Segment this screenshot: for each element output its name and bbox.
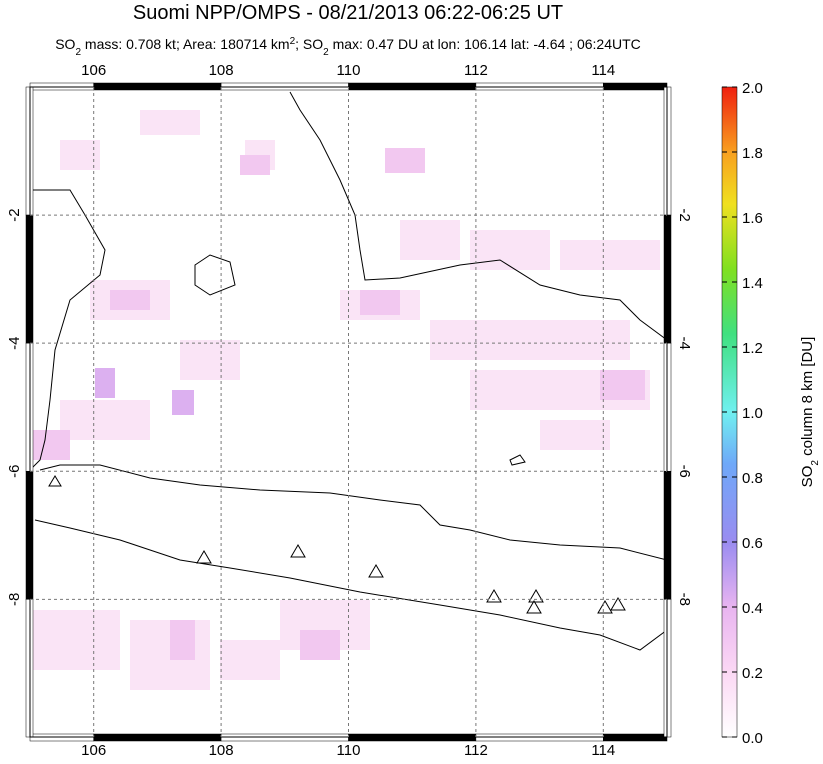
text-part: 2	[810, 460, 821, 466]
colorbar-tick-label: 1.2	[742, 340, 763, 357]
lon-tick-label: 112	[464, 742, 488, 759]
subtitle: SO2 mass: 0.708 kt; Area: 180714 km2; SO…	[55, 36, 641, 58]
lon-tick-label: 112	[464, 62, 488, 79]
text-part: 2	[290, 36, 296, 47]
colorbar-tick-label: 1.0	[742, 405, 763, 422]
lon-tick-label: 106	[81, 742, 106, 759]
lon-tick-label: 114	[591, 62, 615, 79]
text-part: 2	[323, 47, 329, 58]
colorbar-tick-label: 0.0	[742, 730, 763, 747]
colorbar-tick-label: 0.6	[742, 535, 763, 552]
lon-tick-label: 110	[337, 62, 361, 79]
text-part: max: 0.47 DU at lon: 106.14 lat: -4.64 ;…	[329, 36, 641, 52]
text-part: ; SO	[295, 36, 323, 52]
lat-tick-label: -6	[6, 465, 23, 478]
text-part: column 8 km [DU]	[799, 337, 816, 460]
colorbar-label: SO2 column 8 km [DU]	[799, 337, 821, 488]
lat-tick-label: -4	[676, 336, 693, 349]
colorbar-tick-label: 0.4	[742, 600, 763, 617]
colorbar-tick-label: 1.4	[742, 275, 763, 292]
colorbar-tick-label: 2.0	[742, 80, 763, 97]
text-part: 2	[75, 47, 81, 58]
colorbar-tick-label: 1.8	[742, 145, 763, 162]
lon-tick-label: 108	[209, 62, 234, 79]
lat-tick-label: -4	[6, 336, 23, 349]
lon-tick-label: 110	[337, 742, 361, 759]
lon-tick-label: 114	[591, 742, 615, 759]
text-part: mass: 0.708 kt; Area: 180714 km	[81, 36, 290, 52]
text-part: SO	[799, 466, 816, 488]
colorbar-tick-label: 0.8	[742, 470, 763, 487]
colorbar-tick-label: 1.6	[742, 210, 763, 227]
lat-tick-label: -2	[6, 208, 23, 221]
lon-tick-label: 106	[81, 62, 106, 79]
lat-tick-label: -2	[676, 208, 693, 221]
coastlines	[30, 91, 667, 651]
colorbar-tick-label: 0.2	[742, 665, 763, 682]
lon-tick-label: 108	[209, 742, 234, 759]
text-part: SO	[55, 36, 75, 52]
lat-tick-label: -8	[6, 593, 23, 606]
lat-tick-label: -6	[676, 465, 693, 478]
volcanoes	[48, 475, 626, 614]
lat-tick-label: -8	[676, 593, 693, 606]
title: Suomi NPP/OMPS - 08/21/2013 06:22-06:25 …	[133, 2, 563, 24]
